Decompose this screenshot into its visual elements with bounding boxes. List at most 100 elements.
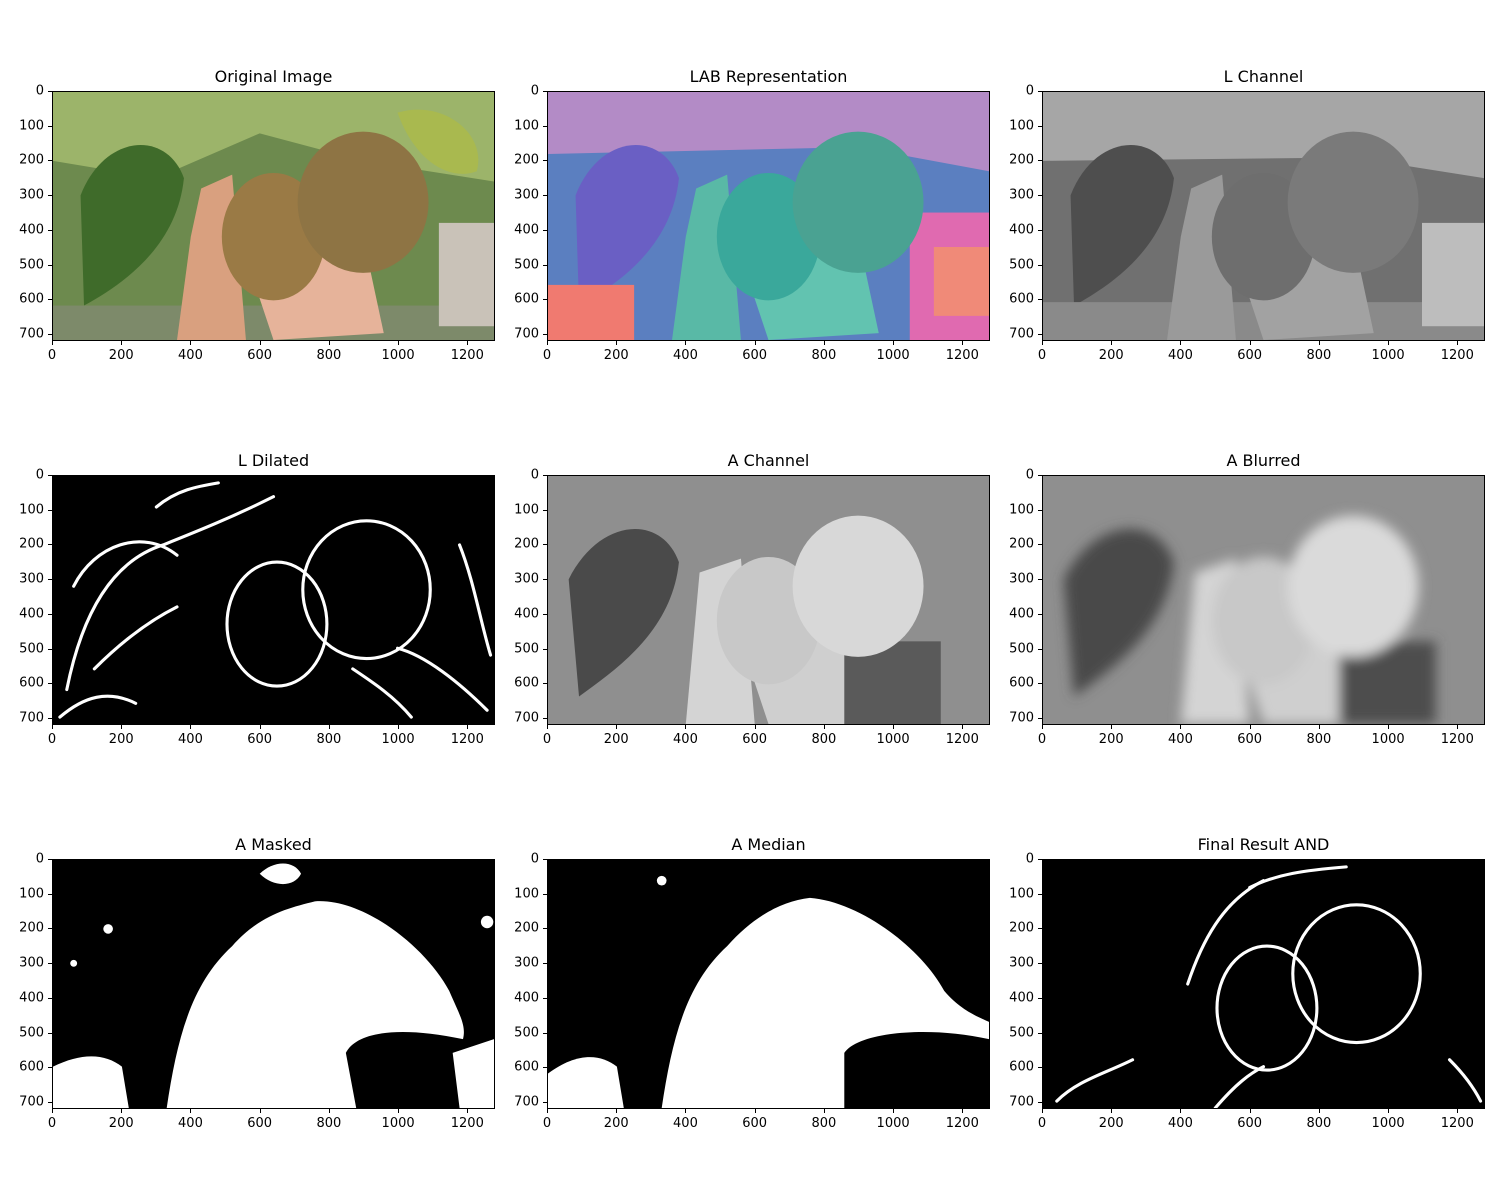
y-tick-mark [1038,91,1042,92]
x-tick-mark [1457,341,1459,345]
y-tick-mark [543,264,547,266]
x-tick-mark [685,1109,687,1113]
y-tick-label: 600 [1009,291,1034,307]
x-tick-label: 1000 [1371,348,1405,363]
x-tick-label: 1200 [1440,348,1474,363]
y-tick-mark [543,475,547,476]
y-tick-mark [543,579,547,581]
x-tick-mark [259,1109,261,1113]
x-tick-mark [685,725,687,729]
y-tick-mark [543,544,547,546]
panel-image-a-blurred [1042,475,1485,725]
x-tick-label: 600 [742,732,768,747]
y-tick-label: 300 [19,955,44,971]
y-tick-mark [543,1102,547,1104]
x-tick-label: 0 [47,732,57,747]
y-tick-label: 500 [19,641,44,657]
y-tick-mark [1038,1032,1042,1034]
x-tick-mark [685,341,687,345]
panel-image-l-channel [1042,91,1485,341]
y-tick-mark [543,195,547,197]
x-tick-mark [547,725,548,729]
x-tick-label: 0 [1037,1116,1047,1131]
x-tick-mark [1318,725,1320,729]
y-tick-label: 400 [19,990,44,1006]
y-tick-mark [48,963,52,965]
x-tick-label: 400 [178,732,203,747]
x-tick-label: 800 [1306,732,1332,747]
x-tick-label: 800 [316,732,342,747]
x-tick-label: 1000 [381,1116,415,1131]
panel-title-lab: LAB Representation [689,67,848,86]
y-tick-label: 0 [1025,467,1034,483]
y-tick-mark [1038,475,1042,476]
x-tick-mark [1180,1109,1182,1113]
y-tick-label: 100 [19,886,44,902]
y-tick-mark [1038,859,1042,860]
y-tick-label: 600 [19,291,44,307]
x-tick-label: 1000 [381,348,415,363]
y-tick-label: 500 [514,1025,539,1041]
x-tick-label: 400 [178,1116,203,1131]
y-tick-mark [48,509,52,511]
x-tick-mark [52,725,53,729]
x-tick-label: 800 [1306,1116,1332,1131]
x-tick-label: 0 [1037,732,1047,747]
x-tick-label: 600 [742,1116,768,1131]
y-tick-mark [543,509,547,511]
x-tick-mark [754,1109,756,1113]
x-tick-mark [259,341,261,345]
y-tick-label: 300 [514,955,539,971]
x-tick-mark [467,725,469,729]
x-tick-mark [1388,725,1390,729]
x-tick-label: 200 [108,732,134,747]
x-tick-mark [893,341,895,345]
x-tick-mark [962,725,964,729]
y-tick-label: 300 [514,187,539,203]
y-tick-mark [48,195,52,197]
x-tick-mark [1318,1109,1320,1113]
y-tick-label: 400 [1009,606,1034,622]
x-tick-label: 200 [603,348,629,363]
y-tick-mark [1038,264,1042,266]
x-tick-label: 1200 [450,1116,484,1131]
y-tick-mark [48,718,52,720]
y-tick-label: 600 [19,675,44,691]
y-tick-label: 300 [1009,187,1034,203]
y-tick-mark [1038,509,1042,511]
x-tick-mark [962,341,964,345]
y-tick-label: 500 [514,641,539,657]
y-tick-label: 100 [19,118,44,134]
y-tick-label: 600 [514,291,539,307]
x-tick-label: 800 [811,732,837,747]
y-tick-label: 500 [1009,1025,1034,1041]
x-tick-mark [1318,341,1320,345]
y-tick-mark [48,475,52,476]
y-tick-mark [1038,718,1042,720]
y-tick-label: 0 [35,467,44,483]
y-tick-label: 700 [1009,1094,1034,1110]
y-tick-mark [543,91,547,92]
panel-image-l-dilated [52,475,495,725]
y-tick-label: 100 [514,502,539,518]
x-tick-label: 200 [1098,1116,1124,1131]
y-tick-mark [48,91,52,92]
y-tick-label: 400 [1009,222,1034,238]
x-tick-mark [398,1109,400,1113]
x-tick-mark [754,341,756,345]
y-tick-mark [543,893,547,895]
x-tick-mark [328,1109,330,1113]
x-tick-label: 200 [603,1116,629,1131]
x-tick-label: 600 [1237,1116,1263,1131]
y-tick-mark [1038,299,1042,301]
y-tick-label: 300 [1009,955,1034,971]
y-tick-mark [543,683,547,685]
x-tick-label: 1200 [450,732,484,747]
x-tick-label: 1200 [1440,1116,1474,1131]
x-tick-mark [1249,341,1251,345]
x-tick-label: 1200 [945,1116,979,1131]
y-tick-label: 100 [514,118,539,134]
x-tick-mark [1042,1109,1043,1113]
panel-title-a-blurred: A Blurred [1226,451,1301,470]
x-tick-label: 0 [542,732,552,747]
